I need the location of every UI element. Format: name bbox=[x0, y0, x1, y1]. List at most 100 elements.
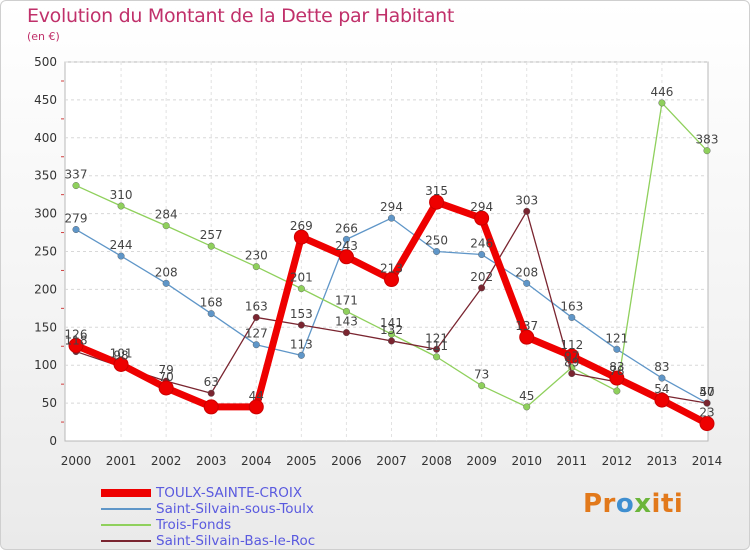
series-point bbox=[113, 356, 129, 372]
data-label: 257 bbox=[200, 228, 223, 242]
y-tick-label: 500 bbox=[34, 55, 57, 69]
x-tick-label: 2014 bbox=[692, 454, 723, 468]
series-point bbox=[162, 279, 170, 287]
series-point bbox=[699, 416, 715, 432]
series-point bbox=[658, 374, 666, 382]
data-label: 284 bbox=[155, 208, 178, 222]
legend-swatch bbox=[101, 508, 151, 510]
data-label: 294 bbox=[380, 200, 403, 214]
data-label: 230 bbox=[245, 249, 268, 263]
data-label: 23 bbox=[699, 406, 714, 420]
legend-swatch bbox=[101, 524, 151, 526]
series-point bbox=[297, 285, 305, 293]
data-label: 45 bbox=[519, 389, 534, 403]
y-tick-label: 400 bbox=[34, 131, 57, 145]
legend-label: TOULX-SAINTE-CROIX bbox=[156, 485, 303, 501]
series-point bbox=[523, 279, 531, 287]
data-label: 112 bbox=[560, 338, 583, 352]
series-point bbox=[388, 330, 396, 338]
series-point bbox=[609, 370, 625, 386]
data-label: 315 bbox=[425, 184, 448, 198]
data-label: 171 bbox=[335, 293, 358, 307]
data-label: 250 bbox=[425, 234, 448, 248]
data-label: 383 bbox=[696, 133, 719, 147]
y-tick-label: 150 bbox=[34, 320, 57, 334]
data-label: 266 bbox=[335, 221, 358, 235]
data-label: 279 bbox=[65, 212, 88, 226]
data-label: 78 bbox=[609, 364, 624, 378]
y-tick-label: 0 bbox=[49, 434, 57, 448]
data-label: 98 bbox=[113, 349, 128, 363]
data-label: 208 bbox=[155, 265, 178, 279]
x-tick-label: 2011 bbox=[557, 454, 588, 468]
series-point bbox=[72, 226, 80, 234]
data-label: 153 bbox=[290, 307, 313, 321]
series-point bbox=[297, 321, 305, 329]
series-point bbox=[248, 399, 264, 415]
series-point bbox=[203, 399, 219, 415]
data-label: 111 bbox=[425, 339, 448, 353]
series-point bbox=[478, 382, 486, 390]
legend-label: Trois-Fonds bbox=[156, 517, 232, 533]
series-point bbox=[564, 348, 580, 364]
series-point bbox=[429, 194, 445, 210]
data-label: 202 bbox=[470, 270, 493, 284]
x-tick-label: 2005 bbox=[286, 454, 317, 468]
x-tick-label: 2000 bbox=[61, 454, 92, 468]
series-point bbox=[158, 380, 174, 396]
series-point bbox=[568, 313, 576, 321]
data-label: 244 bbox=[110, 238, 133, 252]
data-label: 310 bbox=[110, 188, 133, 202]
data-label: 269 bbox=[290, 219, 313, 233]
y-tick-label: 100 bbox=[34, 358, 57, 372]
data-label: 168 bbox=[200, 296, 223, 310]
series-point bbox=[654, 392, 670, 408]
series-point bbox=[384, 272, 399, 288]
series-point bbox=[433, 247, 441, 255]
series-point bbox=[613, 387, 621, 395]
y-tick-label: 350 bbox=[34, 169, 57, 183]
chart-subtitle: (en €) bbox=[27, 30, 60, 43]
data-label: 121 bbox=[425, 331, 448, 345]
x-tick-label: 2002 bbox=[151, 454, 182, 468]
series-point bbox=[613, 345, 621, 353]
series-point bbox=[252, 263, 260, 271]
data-label: 83 bbox=[609, 360, 624, 374]
series-point bbox=[568, 370, 576, 378]
series-point bbox=[433, 353, 441, 361]
x-tick-label: 2013 bbox=[647, 454, 678, 468]
data-label: 303 bbox=[515, 193, 538, 207]
chart-title: Evolution du Montant de la Dette par Hab… bbox=[27, 5, 455, 27]
data-label: 113 bbox=[290, 337, 313, 351]
series-point bbox=[478, 284, 486, 292]
series-point bbox=[478, 251, 486, 259]
data-label: 47 bbox=[699, 385, 714, 399]
data-label: 141 bbox=[380, 316, 403, 330]
series-point bbox=[207, 389, 215, 397]
data-label: 208 bbox=[515, 265, 538, 279]
series-point bbox=[523, 207, 531, 215]
x-tick-label: 2010 bbox=[511, 454, 542, 468]
y-tick-label: 450 bbox=[34, 93, 57, 107]
legend-swatch bbox=[101, 540, 151, 542]
y-tick-label: 50 bbox=[42, 396, 57, 410]
series-point bbox=[252, 341, 260, 349]
x-tick-label: 2001 bbox=[106, 454, 137, 468]
data-label: 79 bbox=[159, 363, 174, 377]
data-label: 97 bbox=[564, 349, 579, 363]
series-point bbox=[388, 337, 396, 345]
data-label: 54 bbox=[654, 382, 669, 396]
series-point bbox=[388, 214, 396, 222]
series-point bbox=[523, 403, 531, 411]
x-tick-label: 2006 bbox=[331, 454, 362, 468]
x-tick-label: 2012 bbox=[602, 454, 633, 468]
series-point bbox=[703, 147, 711, 155]
proxiti-logo: Proxiti bbox=[583, 489, 684, 519]
data-label: 63 bbox=[204, 375, 219, 389]
x-tick-label: 2007 bbox=[376, 454, 407, 468]
data-label: 337 bbox=[65, 168, 88, 182]
series-point bbox=[68, 337, 84, 353]
data-label: 446 bbox=[650, 85, 673, 99]
data-label: 83 bbox=[654, 360, 669, 374]
